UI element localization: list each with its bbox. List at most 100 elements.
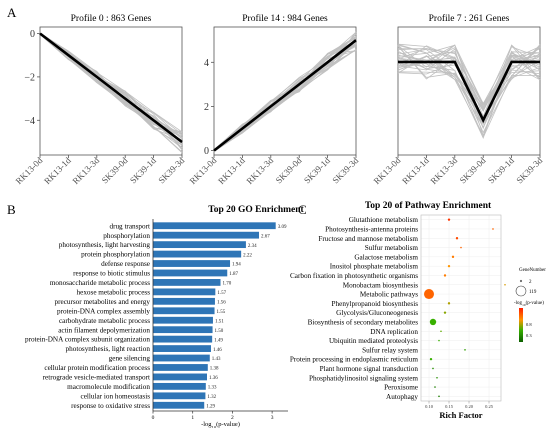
color-legend-bar	[519, 308, 523, 342]
x-tick-label: RK13-1d	[400, 155, 431, 186]
go-enrichment-chart: Top 20 GO Enrichment drug transport 3.09 ph…	[25, 205, 305, 428]
go-term-label: hexose metabolic process	[77, 288, 151, 296]
plot-frame	[213, 26, 357, 156]
x-tick-label: RK13-3d	[70, 155, 101, 186]
pathway-label: Photosynthesis-antenna proteins	[325, 225, 418, 233]
go-value-label: 1.43	[212, 357, 221, 362]
mean-profile-line	[213, 39, 357, 152]
profile-title: Profile 7 : 261 Genes	[429, 13, 510, 24]
plot-frame	[39, 26, 183, 156]
go-term-label: defense response	[101, 260, 150, 268]
go-term-label: carbohydrate metabolic process	[59, 317, 150, 325]
gene-profile-line	[39, 32, 183, 136]
pathway-label: Plant hormone signal transduction	[320, 365, 419, 373]
go-bar	[153, 260, 231, 267]
go-value-label: 2.22	[243, 253, 252, 258]
pathway-label: Glutathione metabolism	[349, 216, 419, 224]
pathway-point	[434, 386, 436, 388]
size-legend-label: 119	[529, 290, 537, 295]
gene-profile-line	[397, 48, 541, 107]
go-value-label: 2.67	[261, 234, 270, 239]
go-value-label: 1.70	[223, 282, 232, 287]
go-bar	[153, 279, 221, 286]
y-tick-label: −2	[24, 72, 35, 83]
x-tick-label: RK13-0d	[372, 155, 403, 186]
x-tick-label: 0.20	[465, 404, 474, 409]
x-tick-label: SK39-1d	[128, 155, 158, 185]
go-term-label: gene silencing	[109, 355, 151, 363]
x-tick-label: 1	[191, 415, 194, 421]
go-bar	[153, 269, 228, 277]
go-value-label: 1.36	[209, 376, 218, 381]
go-term-label: response to oxidative stress	[71, 402, 150, 410]
x-tick-label: SK39-0d	[458, 155, 488, 185]
pathway-label: Biosynthesis of secondary metabolites	[308, 318, 419, 326]
x-tick-label: RK13-3d	[244, 155, 275, 186]
go-value-label: 1.46	[213, 348, 222, 353]
gene-profile-line	[397, 44, 541, 105]
go-term-label: protein-DNA complex subunit organization	[25, 336, 150, 344]
size-legend-title: GeneNumber	[519, 268, 546, 273]
go-bar	[153, 335, 213, 343]
pathway-point	[432, 367, 434, 370]
go-value-label: 1.87	[229, 272, 238, 277]
plot-frame	[420, 214, 502, 402]
profile-title: Profile 0 : 863 Genes	[71, 13, 152, 24]
pathway-x-axis-label: Rich Factor	[439, 410, 482, 420]
pathway-point	[447, 302, 451, 305]
y-tick-label: 2	[204, 102, 209, 113]
panel-b-letter: B	[7, 202, 16, 217]
pathway-label: Sulfur metabolism	[365, 244, 419, 252]
go-term-label: response to biotic stimulus	[73, 270, 150, 278]
pathway-point	[460, 246, 462, 249]
mean-profile-line	[398, 60, 540, 124]
go-bar	[153, 373, 207, 381]
go-bar	[153, 364, 208, 371]
pathway-label: Monobactam biosynthesis	[343, 281, 418, 289]
go-value-label: 1.32	[207, 395, 216, 400]
pathway-point	[504, 283, 506, 286]
x-tick-label: SK39-0d	[100, 155, 130, 185]
y-tick-label: 0	[204, 146, 209, 157]
gene-profile-line	[397, 50, 541, 119]
go-chart-title: Top 20 GO Enrichment	[208, 205, 304, 215]
x-tick-label: 0	[152, 415, 155, 421]
go-term-label: photosynthesis, light harvesting	[59, 241, 151, 249]
pathway-chart-title: Top 20 of Pathway Enrichment	[365, 201, 492, 211]
go-bar	[153, 392, 206, 400]
color-legend-label: 0.3	[526, 333, 532, 338]
color-legend-title: -log10(p-value)	[514, 301, 544, 307]
go-value-label: 1.33	[208, 386, 217, 391]
size-legend-circle	[519, 279, 523, 283]
gene-profile-line	[397, 60, 541, 134]
x-tick-label: SK39-3d	[330, 155, 360, 185]
pathway-point	[429, 318, 437, 326]
pathway-point	[424, 289, 434, 300]
panel-a-letter: A	[7, 5, 17, 20]
pathway-point	[438, 339, 440, 342]
gene-profile-line	[39, 34, 183, 141]
pathway-point	[440, 330, 442, 333]
gene-profile-line	[213, 36, 357, 150]
go-bar	[153, 382, 206, 390]
x-tick-label: SK39-3d	[514, 155, 544, 185]
x-tick-label: SK39-1d	[486, 155, 516, 185]
go-value-label: 1.49	[214, 338, 223, 343]
x-tick-label: RK13-0d	[188, 155, 219, 186]
pathway-label: DNA replication	[370, 328, 418, 336]
pathway-label: Peroxisome	[384, 384, 418, 392]
gene-profile-line	[213, 44, 357, 151]
go-value-label: 1.56	[217, 301, 226, 306]
pathway-point	[438, 395, 440, 398]
pathway-point	[447, 218, 451, 221]
pathway-label: Phosphatidylinositol signaling system	[309, 374, 418, 382]
pathway-label: Protein processing in endoplasmic reticu…	[290, 356, 419, 364]
gene-profile-line	[397, 54, 541, 139]
go-term-label: phosphorylation	[103, 232, 150, 240]
x-tick-label: 0.10	[425, 404, 434, 409]
pathway-point	[492, 228, 494, 230]
go-term-label: protein phosphorylation	[81, 251, 150, 259]
go-value-label: 3.09	[278, 225, 287, 230]
pathway-label: Glycolysis/Gluconeogenesis	[336, 309, 418, 317]
gene-profile-line	[397, 43, 541, 130]
